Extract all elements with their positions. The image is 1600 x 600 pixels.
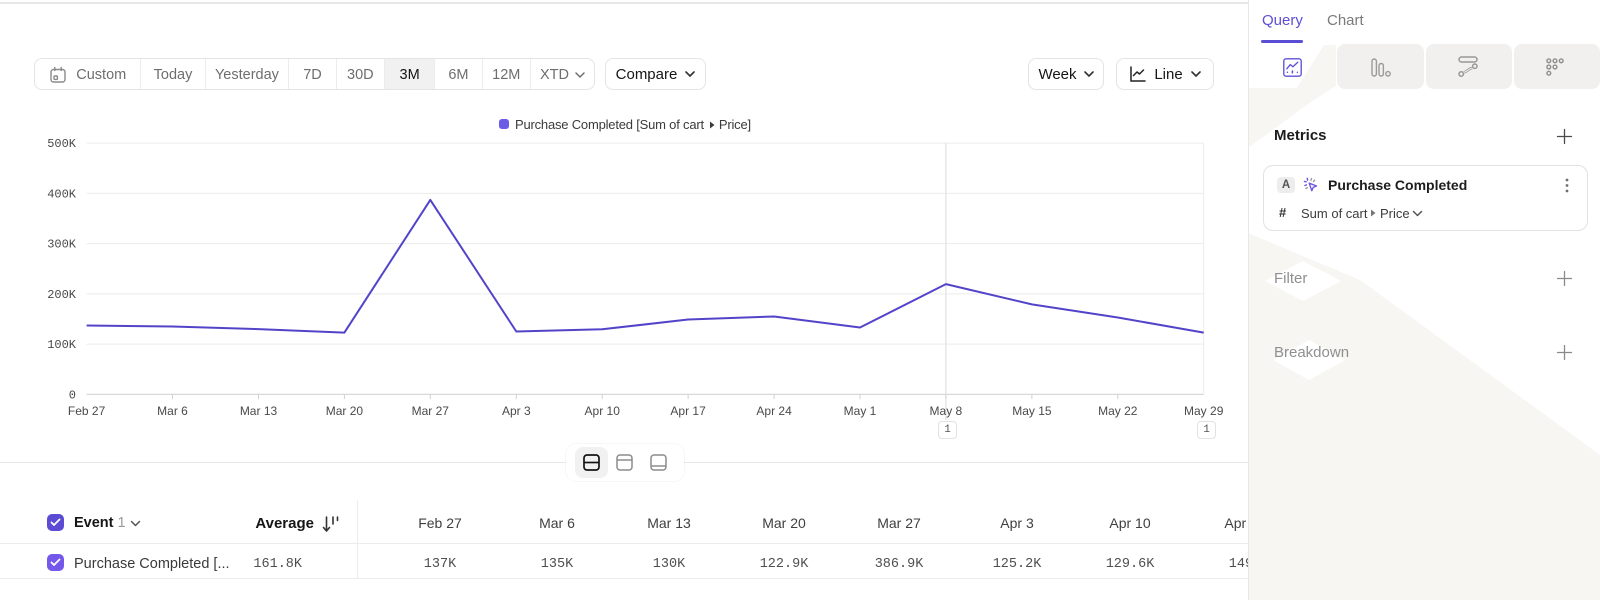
svg-text:100K: 100K [47,338,77,352]
svg-text:200K: 200K [47,288,77,302]
svg-text:Mar 27: Mar 27 [412,404,450,418]
svg-text:May 1: May 1 [844,404,877,418]
svg-text:May 22: May 22 [1098,404,1138,418]
svg-text:0: 0 [69,388,76,402]
svg-text:Apr 10: Apr 10 [585,404,621,418]
svg-text:Mar 13: Mar 13 [240,404,278,418]
svg-text:300K: 300K [47,238,77,252]
svg-text:400K: 400K [47,187,77,201]
svg-text:May 8: May 8 [930,404,963,418]
svg-text:Feb 27: Feb 27 [68,404,106,418]
svg-text:Apr 24: Apr 24 [756,404,792,418]
svg-text:Mar 20: Mar 20 [326,404,364,418]
svg-text:500K: 500K [47,137,77,151]
svg-text:May 29: May 29 [1184,404,1224,418]
svg-text:Mar 6: Mar 6 [157,404,188,418]
svg-text:Apr 17: Apr 17 [670,404,706,418]
svg-text:May 15: May 15 [1012,404,1052,418]
svg-text:Apr 3: Apr 3 [502,404,531,418]
